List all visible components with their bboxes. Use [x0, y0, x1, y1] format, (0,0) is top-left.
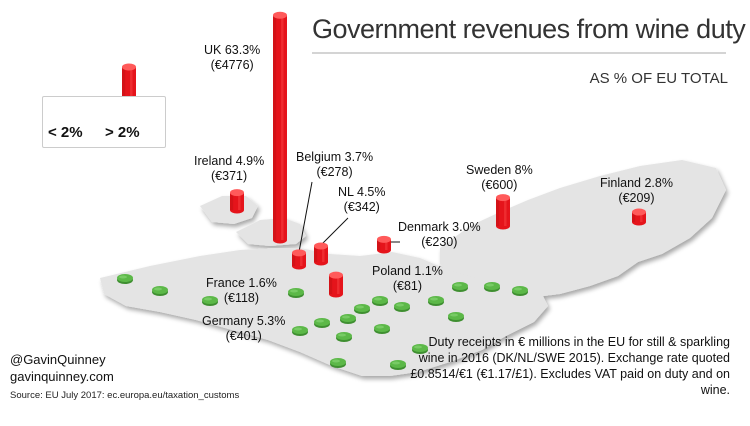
small-country-marker	[374, 324, 390, 334]
label-ireland-amount: (€371)	[211, 169, 248, 183]
land-masses	[100, 160, 726, 376]
small-country-marker	[448, 312, 464, 322]
label-denmark: Denmark 3.0% (€230)	[398, 220, 481, 250]
small-country-marker	[152, 286, 168, 296]
small-country-marker	[314, 318, 330, 328]
small-country-marker	[428, 296, 444, 306]
label-nl-name: NL 4.5%	[338, 185, 386, 199]
bar-uk	[273, 11, 287, 244]
small-country-marker	[292, 326, 308, 336]
label-belgium: Belgium 3.7% (€278)	[296, 150, 373, 180]
label-finland-name: Finland 2.8%	[600, 176, 673, 190]
bar-belgium	[292, 249, 306, 270]
chart-title: Government revenues from wine duty	[312, 14, 746, 44]
legend-label-high: > 2%	[105, 124, 140, 141]
label-uk: UK 63.3% (€4776)	[204, 43, 260, 73]
bar-ireland	[230, 189, 244, 214]
label-france: France 1.6% (€118)	[206, 276, 277, 306]
credit-handle: @GavinQuinney	[10, 352, 106, 367]
small-country-marker	[452, 282, 468, 292]
label-poland-amount: (€81)	[392, 279, 423, 293]
bar-denmark	[377, 235, 391, 254]
small-country-marker	[390, 360, 406, 370]
label-finland: Finland 2.8% (€209)	[600, 176, 673, 206]
label-france-name: France 1.6%	[206, 276, 277, 290]
label-germany: Germany 5.3% (€401)	[202, 314, 285, 344]
label-sweden-name: Sweden 8%	[466, 163, 533, 177]
small-country-marker	[340, 314, 356, 324]
label-denmark-name: Denmark 3.0%	[398, 220, 481, 234]
label-uk-name: UK 63.3%	[204, 43, 261, 57]
label-belgium-name: Belgium 3.7%	[296, 150, 374, 164]
credit-site: gavinquinney.com	[10, 369, 114, 384]
label-finland-amount: (€209)	[618, 191, 655, 205]
small-country-markers	[117, 274, 528, 370]
small-country-marker	[288, 288, 304, 298]
small-country-marker	[372, 296, 388, 306]
label-denmark-amount: (€230)	[421, 235, 458, 249]
small-country-marker	[512, 286, 528, 296]
footnote: Duty receipts in € millions in the EU fo…	[410, 335, 730, 397]
label-france-amount: (€118)	[223, 291, 260, 305]
legend	[42, 96, 166, 148]
label-nl-amount: (€342)	[343, 200, 380, 214]
source-note: Source: EU July 2017: ec.europa.eu/taxat…	[10, 390, 240, 401]
small-country-marker	[330, 358, 346, 368]
label-belgium-amount: (€278)	[316, 165, 353, 179]
small-country-marker	[412, 344, 428, 354]
label-ireland: Ireland 4.9% (€371)	[194, 154, 264, 184]
small-country-marker	[354, 304, 370, 314]
label-germany-amount: (€401)	[225, 329, 262, 343]
bar-finland	[632, 208, 646, 226]
label-poland-name: Poland 1.1%	[372, 264, 443, 278]
small-country-marker	[202, 296, 218, 306]
leader-belgium	[298, 181, 313, 253]
label-nl: NL 4.5% (€342)	[338, 185, 385, 215]
bar-germany	[329, 271, 343, 298]
bar-nl	[314, 242, 328, 266]
label-uk-amount: (€4776)	[210, 58, 254, 72]
land-scandinavia	[440, 160, 726, 298]
label-germany-name: Germany 5.3%	[202, 314, 286, 328]
small-country-marker	[117, 274, 133, 284]
duty-bars	[230, 11, 646, 298]
label-sweden-amount: (€600)	[481, 178, 518, 192]
land-continent	[100, 248, 548, 376]
land-ireland	[200, 196, 258, 224]
leader-nl	[321, 217, 349, 245]
label-sweden: Sweden 8% (€600)	[466, 163, 533, 193]
label-ireland-name: Ireland 4.9%	[194, 154, 265, 168]
label-poland: Poland 1.1% (€81)	[372, 264, 443, 294]
land-britain	[236, 218, 306, 246]
bar-sweden	[496, 194, 510, 230]
small-country-marker	[484, 282, 500, 292]
small-country-marker	[336, 332, 352, 342]
chart-subtitle: AS % OF EU TOTAL	[589, 70, 728, 87]
small-country-marker	[394, 302, 410, 312]
legend-label-low: < 2%	[48, 124, 83, 141]
